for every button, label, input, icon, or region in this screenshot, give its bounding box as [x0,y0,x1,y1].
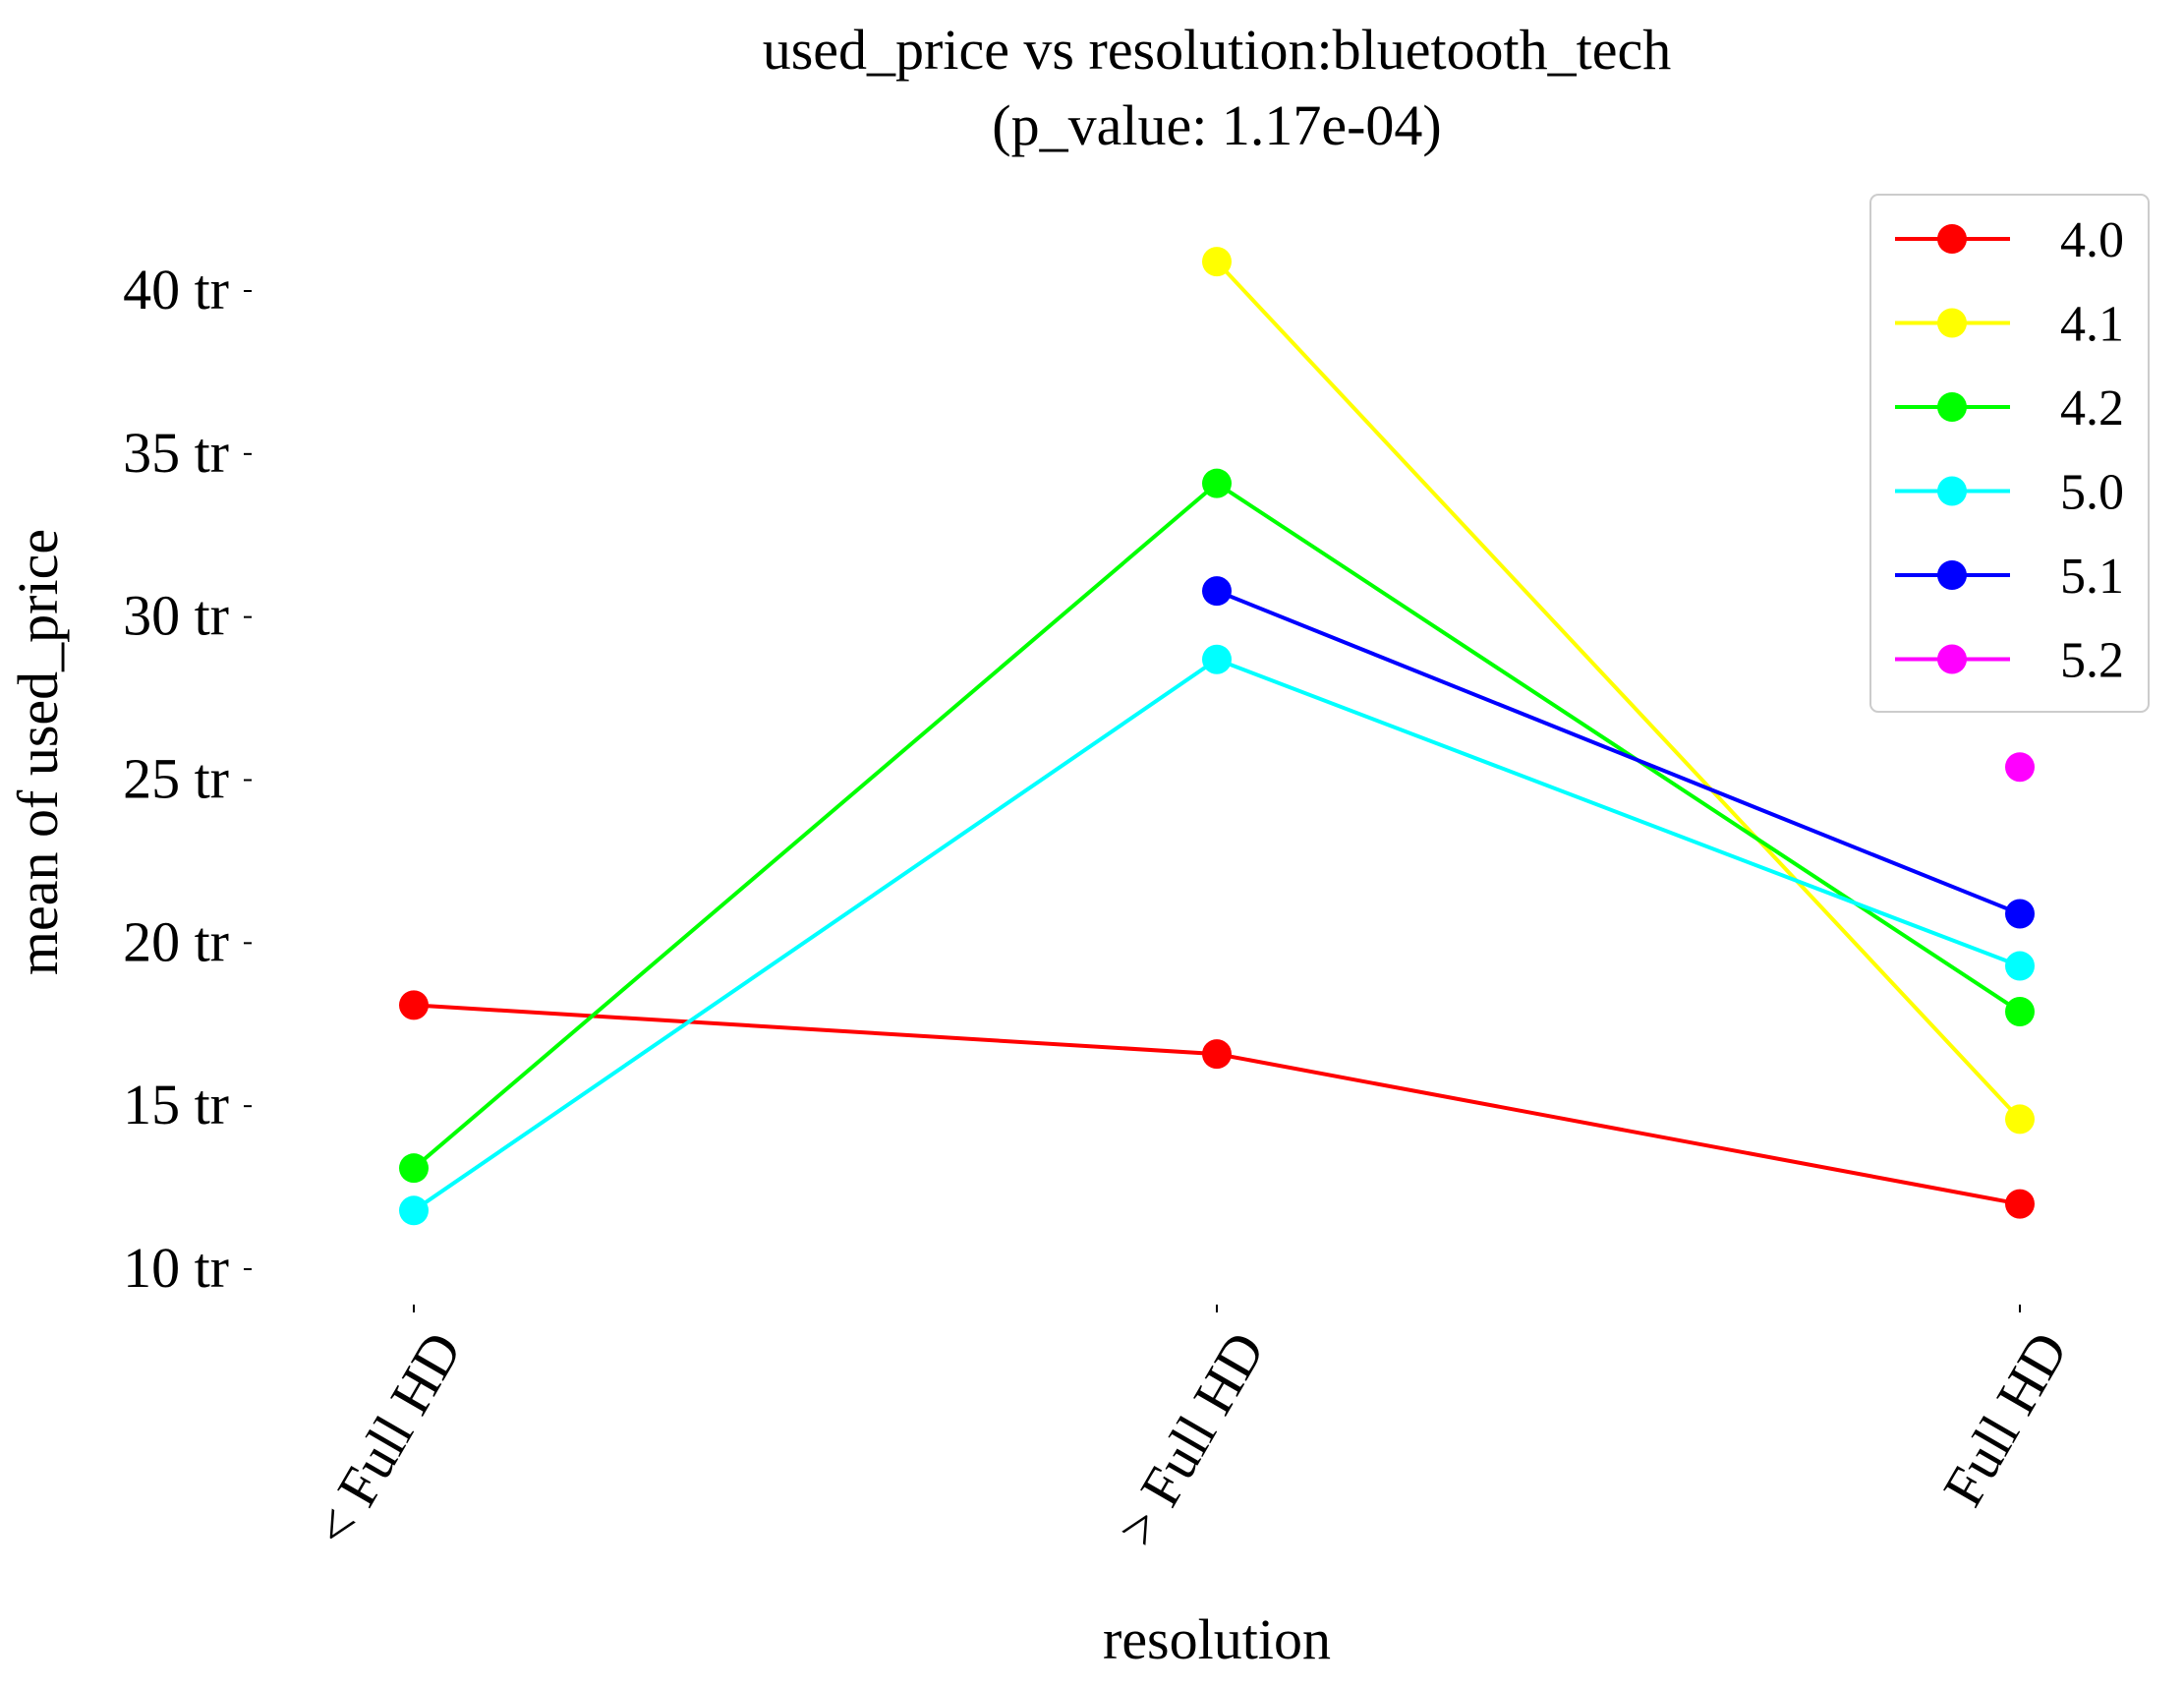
legend-item: 5.2 [1895,633,2124,689]
data-point [2005,996,2035,1026]
y-tick-label: 30 tr [123,584,229,648]
x-tick-label: < Full HD [301,1321,474,1556]
chart-title: used_price vs resolution:bluetooth_tech [763,18,1672,82]
data-point [2005,1189,2035,1219]
data-point [1202,576,1232,607]
data-point [399,990,429,1020]
legend-label: 5.1 [2060,549,2124,605]
legend-label: 5.0 [2060,465,2124,521]
data-point [399,1195,429,1226]
data-point [2005,951,2035,981]
series-line [1216,589,2021,916]
y-tick-label: 15 tr [123,1073,229,1136]
x-tick-label: Full HD [1930,1321,2080,1517]
x-tick-label: > Full HD [1104,1321,1277,1556]
data-point [1202,468,1232,498]
series-line [413,1003,2021,1206]
legend-marker [1937,224,1967,254]
plot-area [399,247,2035,1226]
legend-item: 4.0 [1895,212,2124,268]
series-5-0 [399,644,2035,1226]
series-4-2 [399,468,2035,1184]
legend-label: 5.2 [2060,633,2124,689]
series-line [412,657,2021,1212]
data-point [399,1153,429,1184]
data-point [2005,1104,2035,1135]
data-point [2005,752,2035,783]
y-axis-label: mean of used_price [6,529,70,975]
legend: 4.0 4.1 4.2 5.0 5.1 5.2 [1869,194,2150,713]
chart-subtitle: (p_value: 1.17e-04) [992,93,1441,157]
legend-marker [1937,476,1967,506]
legend-marker [1937,392,1967,422]
x-axis: < Full HD > Full HD Full HD [301,1305,2080,1556]
data-point [1202,644,1232,674]
legend-label: 4.2 [2060,380,2124,437]
legend-label: 4.1 [2060,297,2124,353]
legend-marker [1937,644,1967,674]
y-tick-label: 25 tr [123,747,229,811]
y-axis: 10 tr 15 tr 20 tr 25 tr 30 tr 35 tr 40 tr [123,258,252,1300]
legend-marker [1937,560,1967,590]
legend-item: 4.1 [1895,297,2124,353]
legend-marker [1937,308,1967,338]
legend-item: 5.1 [1895,549,2124,605]
data-point [2005,899,2035,929]
legend-label: 4.0 [2060,212,2124,268]
y-tick-label: 20 tr [123,909,229,973]
series-5-2 [2005,752,2035,783]
x-axis-label: resolution [1103,1607,1331,1671]
series-4-0 [399,990,2035,1219]
series-5-1 [1202,576,2035,929]
data-point [1202,247,1232,277]
series-4-1 [1202,247,2035,1135]
series-line [1215,260,2022,1121]
y-tick-label: 35 tr [123,421,229,485]
legend-item: 4.2 [1895,380,2124,437]
legend-item: 5.0 [1895,465,2124,521]
y-tick-label: 10 tr [123,1236,229,1300]
data-point [1202,1039,1232,1070]
y-tick-label: 40 tr [123,258,229,321]
